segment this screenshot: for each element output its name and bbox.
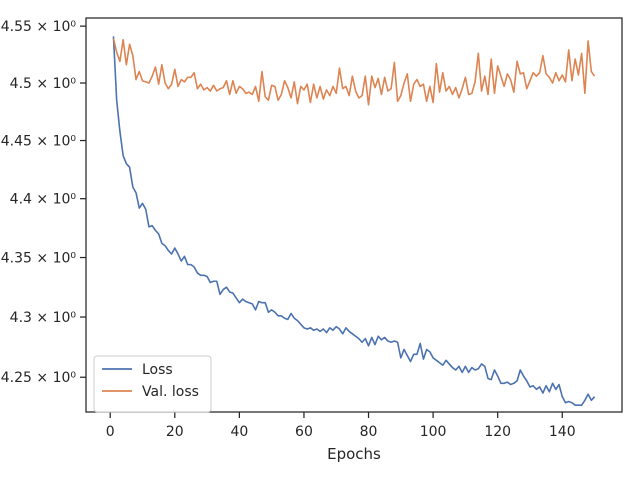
x-tick-label: 100 bbox=[420, 424, 447, 440]
y-tick-label: 4.3 × 10⁰ bbox=[10, 310, 77, 326]
y-tick-label: 4.5 × 10⁰ bbox=[10, 76, 77, 92]
series-line-1 bbox=[112, 38, 596, 106]
y-tick-label: 4.45 × 10⁰ bbox=[1, 134, 77, 150]
legend-box bbox=[93, 355, 212, 413]
x-tick-label: 80 bbox=[360, 424, 378, 440]
y-tick-label: 4.4 × 10⁰ bbox=[10, 192, 77, 208]
series-line-0 bbox=[112, 36, 596, 406]
y-tick-label: 4.55 × 10⁰ bbox=[1, 19, 77, 35]
x-tick-label: 140 bbox=[549, 424, 576, 440]
x-tick-label: 120 bbox=[484, 424, 511, 440]
legend-label-0: Loss bbox=[142, 362, 173, 378]
x-tick-label: 40 bbox=[230, 424, 248, 440]
y-tick-label: 4.35 × 10⁰ bbox=[1, 251, 77, 267]
legend: Loss Val. loss bbox=[93, 355, 212, 413]
x-tick-label: 0 bbox=[106, 424, 115, 440]
x-axis-label: Epochs bbox=[327, 445, 381, 463]
legend-label-1: Val. loss bbox=[142, 384, 199, 400]
y-tick-label: 4.25 × 10⁰ bbox=[1, 370, 77, 386]
chart-marks bbox=[112, 36, 596, 406]
x-tick-label: 20 bbox=[166, 424, 184, 440]
plot-frame bbox=[85, 17, 623, 413]
axes: 0 20 40 60 80 100 120 140 4.25 × 10⁰ 4.3 × 10⁰ 4.3… bbox=[1, 17, 623, 440]
x-tick-label: 60 bbox=[295, 424, 313, 440]
